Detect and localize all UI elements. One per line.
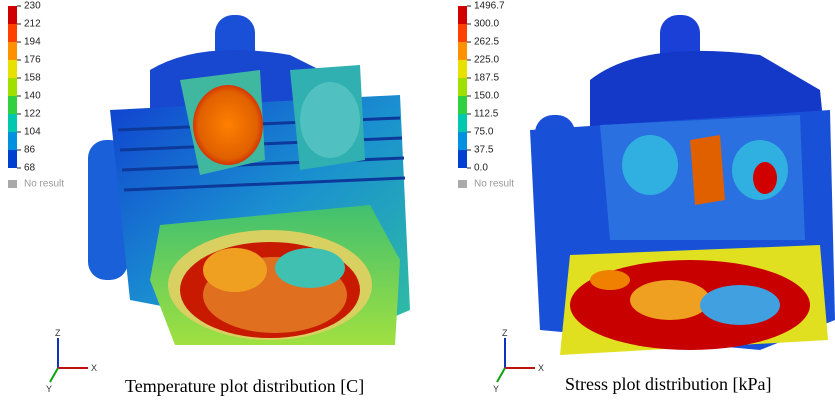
axis-label: Y	[493, 384, 499, 394]
legend-label: 158	[24, 73, 41, 84]
legend-label: 122	[24, 109, 41, 120]
color-band	[8, 114, 17, 132]
legend-label: 150.0	[474, 91, 499, 102]
axis-triad: Z X Y	[493, 328, 544, 394]
caption: Temperature plot distribution [C]	[125, 376, 364, 396]
axis-label: X	[91, 363, 97, 373]
color-band	[458, 60, 467, 78]
legend-label: 140	[24, 91, 41, 102]
color-band	[458, 132, 467, 150]
legend-label: 187.5	[474, 73, 499, 84]
caption: Stress plot distribution [kPa]	[565, 374, 772, 394]
color-band	[8, 78, 17, 96]
color-band	[458, 96, 467, 114]
color-band	[458, 114, 467, 132]
color-band	[458, 6, 467, 24]
color-band	[8, 42, 17, 60]
axis-label: X	[538, 363, 544, 373]
legend-label: 230	[24, 1, 41, 12]
no-result-swatch	[458, 180, 467, 188]
legend-label: 262.5	[474, 37, 499, 48]
legend-label: 104	[24, 127, 41, 138]
color-band	[458, 150, 467, 168]
axis-label: Y	[46, 384, 52, 394]
legend-label: 176	[24, 55, 41, 66]
color-band	[8, 60, 17, 78]
axis-triad: Z X Y	[46, 328, 97, 394]
no-result-label: No result	[474, 179, 514, 190]
color-band	[458, 42, 467, 60]
legend-label: 86	[24, 145, 36, 156]
color-band	[8, 6, 17, 24]
temperature-model	[88, 15, 410, 345]
color-band	[8, 132, 17, 150]
axis-label: Z	[55, 328, 61, 338]
legend-label: 1496.7	[474, 1, 505, 12]
color-band	[458, 24, 467, 42]
legend-label: 75.0	[474, 127, 494, 138]
no-result-label: No result	[24, 179, 64, 190]
legend-label: 194	[24, 37, 41, 48]
no-result-swatch	[8, 180, 17, 188]
legend-label: 300.0	[474, 19, 499, 30]
stress-model	[530, 15, 835, 355]
legend-label: 37.5	[474, 145, 494, 156]
legend-label: 0.0	[474, 163, 488, 174]
axis-label: Z	[502, 328, 508, 338]
color-band	[8, 24, 17, 42]
legend: 1496.7 300.0 262.5 225.0 187.5 150.0 112.5 75.0…	[458, 1, 514, 190]
legend-label: 68	[24, 163, 36, 174]
color-band	[458, 78, 467, 96]
legend: 230 212 194 176 158 140 122 104 86 68 No result	[8, 1, 64, 190]
legend-label: 212	[24, 19, 41, 30]
legend-label: 225.0	[474, 55, 499, 66]
color-band	[8, 150, 17, 168]
figure: 230 212 194 176 158 140 122 104 86 68 No result 14…	[0, 0, 835, 401]
color-band	[8, 96, 17, 114]
legend-label: 112.5	[474, 109, 499, 120]
